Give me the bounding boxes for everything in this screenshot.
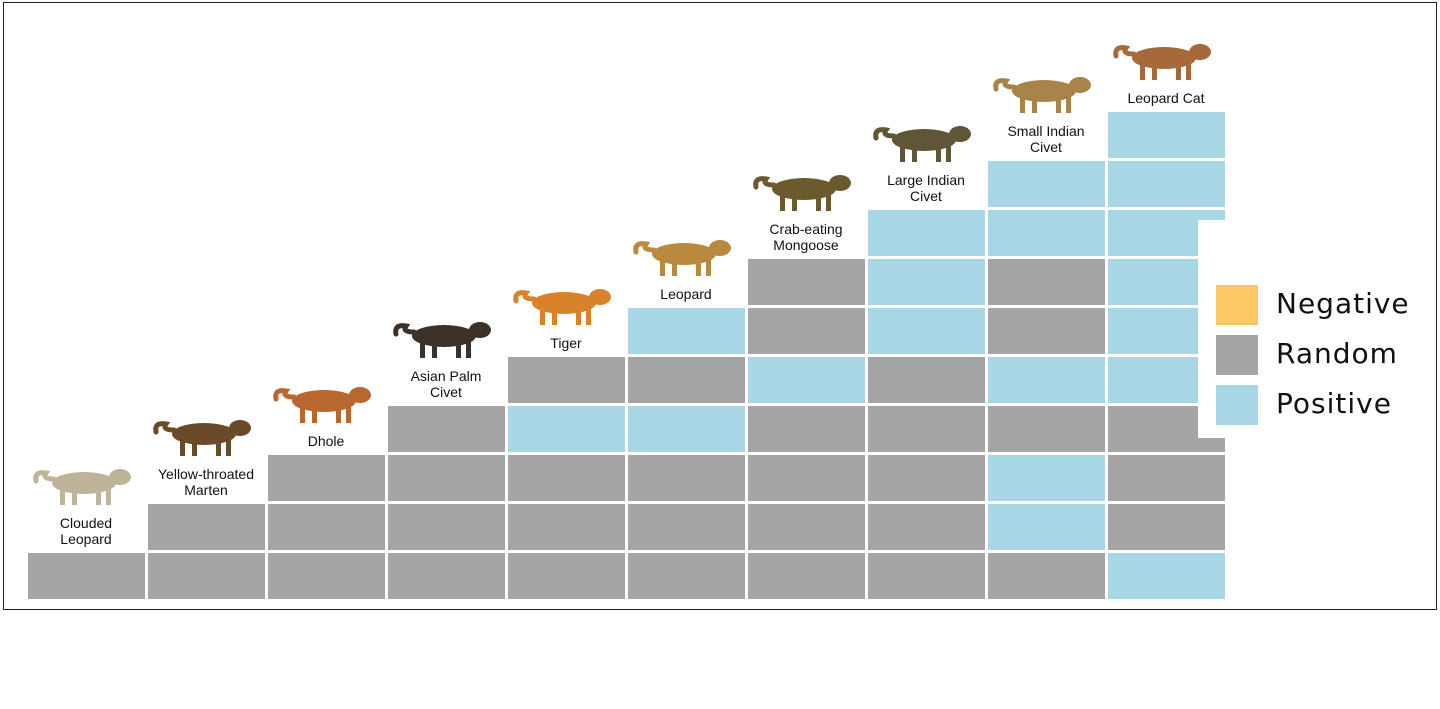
species-label-line: Small Indian	[1007, 123, 1085, 139]
cell-random	[268, 455, 385, 501]
legend-label-random: Random	[1276, 337, 1398, 370]
legend-swatch-negative	[1216, 285, 1258, 325]
cell-random	[508, 553, 625, 599]
species-label-line: Yellow-throated	[158, 466, 254, 482]
species-label: Yellow-throated Marten	[136, 466, 276, 498]
small-civet-icon	[993, 77, 1091, 113]
species-label: Small Indian Civet	[976, 123, 1116, 155]
cell-random	[148, 504, 265, 550]
cell-random	[1108, 504, 1225, 550]
species-label: Clouded Leopard	[16, 515, 156, 547]
cell-random	[748, 455, 865, 501]
species-label-line: Crab-eating	[769, 221, 843, 237]
species-label-line: Leopard	[660, 286, 712, 302]
cell-random	[988, 259, 1105, 305]
cell-positive	[1108, 161, 1225, 207]
cell-positive	[748, 357, 865, 403]
clouded-leopard-icon	[33, 469, 131, 505]
species-label: Large Indian Civet	[856, 172, 996, 204]
legend-label-positive: Positive	[1276, 387, 1392, 420]
cell-random	[28, 553, 145, 599]
species-label: Tiger	[496, 335, 636, 351]
marten-icon	[153, 420, 251, 456]
species-label-line: Dhole	[307, 433, 345, 449]
species-label: Dhole	[256, 433, 396, 449]
dhole-icon	[273, 387, 371, 423]
cell-positive	[868, 210, 985, 256]
cell-positive	[508, 406, 625, 452]
cell-random	[508, 357, 625, 403]
legend-label-negative: Negative	[1276, 287, 1410, 320]
cell-random	[748, 406, 865, 452]
cell-random	[988, 553, 1105, 599]
cell-random	[868, 455, 985, 501]
cell-positive	[988, 455, 1105, 501]
species-label-line: Civet	[430, 384, 462, 400]
cell-random	[868, 504, 985, 550]
species-label: Asian Palm Civet	[376, 368, 516, 400]
large-civet-icon	[873, 126, 971, 162]
cell-random	[748, 308, 865, 354]
cell-positive	[1108, 112, 1225, 158]
cell-positive	[988, 357, 1105, 403]
cell-random	[628, 455, 745, 501]
cell-random	[868, 357, 985, 403]
species-label-line: Tiger	[550, 335, 582, 351]
species-label-line: Marten	[184, 482, 228, 498]
cell-positive	[988, 161, 1105, 207]
cell-positive	[868, 308, 985, 354]
cell-random	[748, 553, 865, 599]
legend-swatch-positive	[1216, 385, 1258, 425]
leopard-icon	[633, 240, 731, 276]
species-label-line: Leopard Cat	[1127, 90, 1205, 106]
cell-random	[628, 553, 745, 599]
tiger-icon	[513, 289, 611, 325]
cell-random	[988, 308, 1105, 354]
cell-positive	[988, 504, 1105, 550]
cell-random	[748, 504, 865, 550]
species-label-line: Civet	[910, 188, 942, 204]
cell-positive	[628, 406, 745, 452]
cell-random	[388, 553, 505, 599]
cell-random	[868, 553, 985, 599]
species-label-line: Clouded	[59, 515, 113, 531]
cell-positive	[988, 210, 1105, 256]
cell-random	[388, 406, 505, 452]
palm-civet-icon	[393, 322, 491, 358]
cell-random	[868, 406, 985, 452]
cell-random	[268, 504, 385, 550]
mongoose-icon	[753, 175, 851, 211]
species-label: Leopard Cat	[1096, 90, 1236, 106]
species-label-line: Leopard	[60, 531, 112, 547]
cell-random	[748, 259, 865, 305]
cell-random	[628, 504, 745, 550]
cell-random	[988, 406, 1105, 452]
cell-positive	[1108, 553, 1225, 599]
species-label: Leopard	[616, 286, 756, 302]
cell-random	[628, 357, 745, 403]
species-label: Crab-eating Mongoose	[736, 221, 876, 253]
species-label-line: Asian Palm	[410, 368, 482, 384]
cell-positive	[868, 259, 985, 305]
species-label-line: Large Indian	[887, 172, 965, 188]
legend-swatch-random	[1216, 335, 1258, 375]
cell-random	[148, 553, 265, 599]
cell-positive	[628, 308, 745, 354]
species-label-line: Civet	[1030, 139, 1062, 155]
cell-random	[508, 504, 625, 550]
cell-random	[268, 553, 385, 599]
cell-random	[388, 455, 505, 501]
cell-random	[508, 455, 625, 501]
cell-random	[1108, 455, 1225, 501]
species-label-line: Mongoose	[773, 237, 839, 253]
cell-random	[388, 504, 505, 550]
leopard-cat-icon	[1113, 44, 1211, 80]
